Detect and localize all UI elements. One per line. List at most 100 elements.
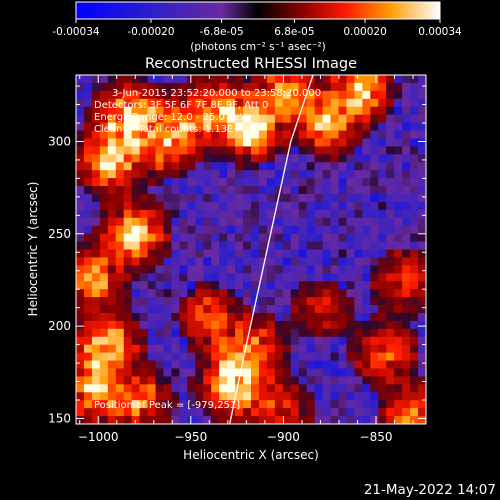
heatmap-cell: [107, 297, 117, 306]
heatmap-cell: [83, 305, 93, 314]
heatmap-cell: [402, 75, 411, 84]
heatmap-cell: [322, 82, 331, 92]
heatmap-cell: [378, 312, 387, 322]
heatmap-cell: [282, 186, 292, 195]
heatmap-cell: [410, 320, 419, 330]
heatmap-cell: [195, 162, 204, 171]
heatmap-cell: [274, 289, 284, 298]
heatmap-cell: [203, 106, 212, 116]
heatmap-cell: [306, 336, 316, 346]
heatmap-cell: [282, 217, 292, 227]
heatmap-cell: [219, 312, 228, 322]
x-tick-label: −1000: [78, 430, 119, 444]
heatmap-cell: [314, 130, 323, 139]
heatmap-cell: [251, 297, 260, 306]
heatmap-cell: [139, 138, 148, 147]
heatmap-cell: [76, 297, 85, 306]
heatmap-cell: [266, 297, 276, 306]
heatmap-cell: [235, 225, 244, 235]
heatmap-cell: [386, 297, 395, 306]
heatmap-cell: [83, 376, 93, 385]
heatmap-cell: [187, 217, 196, 227]
heatmap-cell: [370, 352, 379, 361]
heatmap-cell: [243, 408, 252, 417]
heatmap-cell: [418, 384, 426, 393]
heatmap-cell: [402, 328, 411, 338]
heatmap-cell: [394, 225, 403, 235]
heatmap-cell: [402, 297, 411, 306]
heatmap-cell: [99, 257, 109, 266]
heatmap-cell: [282, 352, 292, 361]
heatmap-cell: [378, 193, 387, 203]
heatmap-cell: [107, 106, 117, 116]
heatmap-cell: [155, 130, 164, 139]
heatmap-cell: [282, 130, 292, 139]
heatmap-cell: [378, 138, 387, 147]
heatmap-cell: [290, 241, 300, 250]
heatmap-cell: [123, 138, 133, 147]
heatmap-cell: [314, 312, 323, 322]
heatmap-cell: [187, 328, 196, 338]
heatmap-cell: [155, 384, 164, 393]
heatmap-cell: [386, 162, 395, 171]
heatmap-cell: [147, 146, 156, 155]
heatmap-cell: [322, 400, 331, 409]
heatmap-cell: [266, 408, 276, 417]
heatmap-cell: [402, 98, 411, 108]
heatmap-cell: [251, 400, 260, 409]
heatmap-cell: [203, 170, 212, 179]
heatmap-cell: [99, 98, 109, 108]
heatmap-cell: [386, 178, 395, 187]
heatmap-cell: [290, 336, 300, 346]
heatmap-cell: [370, 265, 379, 274]
heatmap-cell: [298, 217, 308, 227]
heatmap-cell: [195, 320, 204, 330]
heatmap-cell: [354, 344, 363, 354]
heatmap-cell: [123, 384, 133, 393]
heatmap-cell: [306, 146, 316, 155]
heatmap-cell: [179, 138, 188, 147]
heatmap-cell: [394, 82, 403, 92]
heatmap-cell: [203, 146, 212, 155]
heatmap-cell: [131, 320, 141, 330]
heatmap-cell: [410, 392, 419, 401]
heatmap-cell: [290, 265, 300, 274]
heatmap-cell: [171, 249, 180, 258]
heatmap-cell: [330, 209, 339, 219]
heatmap-cell: [179, 312, 188, 322]
heatmap-cell: [91, 305, 101, 314]
heatmap-cell: [187, 249, 196, 258]
heatmap-cell: [282, 241, 292, 250]
heatmap-cell: [123, 122, 133, 131]
heatmap-cell: [410, 305, 419, 314]
heatmap-cell: [171, 360, 180, 369]
heatmap-cell: [282, 114, 292, 123]
heatmap-cell: [243, 146, 252, 155]
heatmap-cell: [171, 297, 180, 306]
heatmap-cell: [171, 241, 180, 250]
heatmap-cell: [83, 75, 93, 84]
heatmap-cell: [107, 408, 117, 417]
heatmap-cell: [282, 122, 292, 131]
heatmap-cell: [83, 273, 93, 282]
heatmap-cell: [290, 257, 300, 266]
heatmap-cell: [314, 233, 323, 242]
heatmap-cell: [139, 233, 148, 242]
heatmap-cell: [219, 241, 228, 250]
heatmap-cell: [115, 352, 125, 361]
heatmap-cell: [99, 320, 109, 330]
heatmap-cell: [187, 312, 196, 322]
heatmap-cell: [219, 225, 228, 235]
heatmap-cell: [346, 106, 355, 116]
heatmap-cell: [243, 209, 252, 219]
heatmap-cell: [386, 416, 395, 424]
heatmap-cell: [314, 186, 323, 195]
heatmap-cell: [219, 233, 228, 242]
heatmap-cell: [370, 138, 379, 147]
heatmap-cell: [235, 154, 244, 163]
heatmap-cell: [386, 106, 395, 116]
heatmap-cell: [362, 138, 371, 147]
heatmap-cell: [386, 186, 395, 195]
heatmap-cell: [274, 82, 284, 92]
heatmap-cell: [171, 400, 180, 409]
